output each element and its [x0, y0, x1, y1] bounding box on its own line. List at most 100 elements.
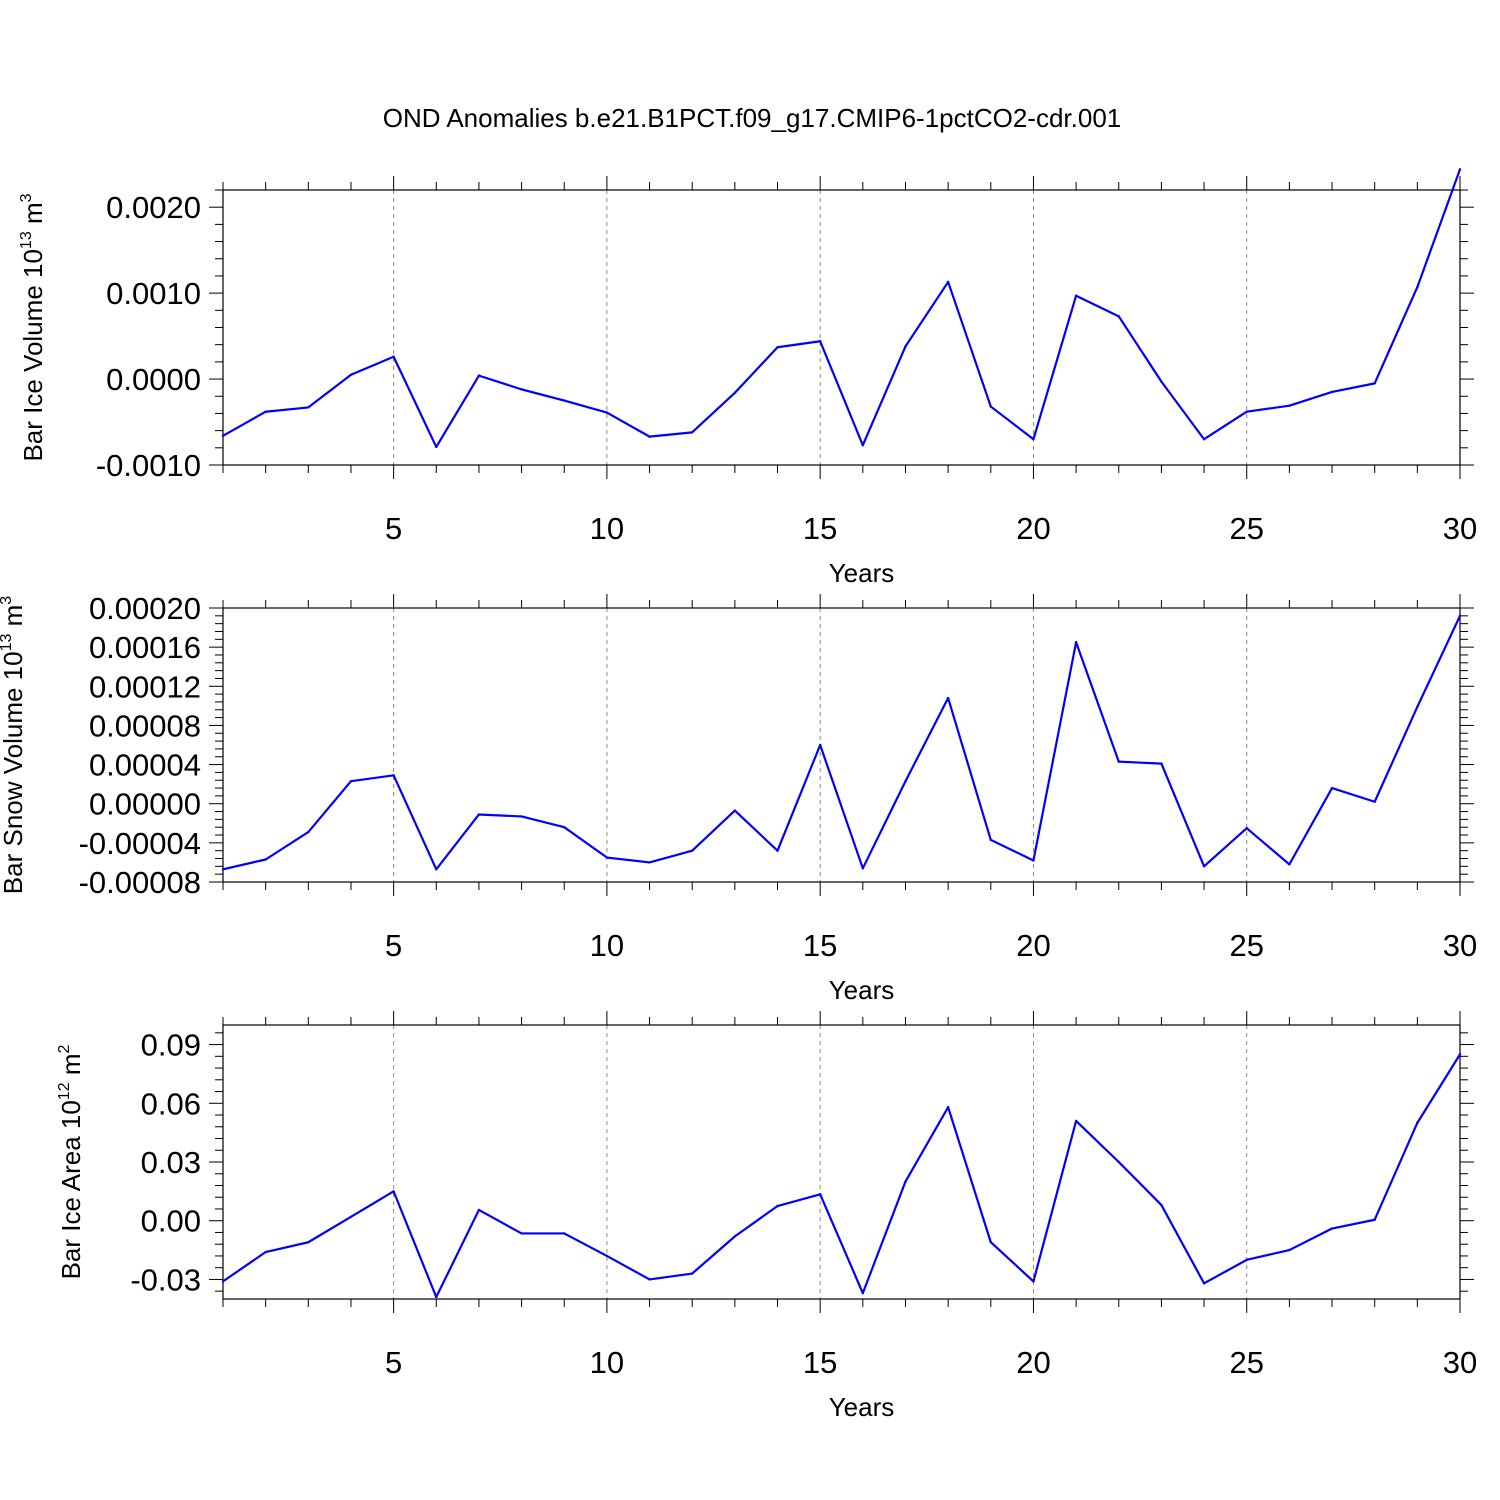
data-point	[1032, 438, 1035, 441]
y-axis-title-unit-exponent: 3	[18, 193, 35, 202]
data-point	[477, 374, 481, 377]
data-point	[221, 434, 225, 437]
data-point	[818, 743, 822, 747]
x-axis-title: Years	[829, 975, 895, 1005]
chart-title: OND Anomalies b.e21.B1PCT.f09_g17.CMIP6-…	[383, 103, 1122, 133]
data-point	[861, 444, 865, 447]
chart-panel-1: 5 10 15 20 25 30 -0.0010 0.0000 0.0010 0.0020 Year…	[18, 168, 1477, 588]
y-tick-label: -0.03	[130, 1262, 201, 1297]
data-point	[1458, 168, 1462, 171]
y-axis-title-main: Bar Ice Volume 10	[18, 249, 48, 461]
data-point	[264, 410, 267, 413]
y-axis-title-exponent: 13	[0, 633, 15, 651]
series-line	[222, 169, 1462, 449]
x-tick-label: 15	[803, 928, 837, 963]
data-point	[989, 838, 992, 842]
plot-frame	[222, 607, 1461, 883]
data-point	[989, 405, 992, 408]
data-point	[733, 391, 737, 395]
x-tick-label: 15	[803, 1345, 837, 1380]
data-point	[1458, 614, 1462, 618]
data-point	[776, 849, 779, 852]
y-tick-label: 0.09	[141, 1028, 201, 1063]
y-axis-title: Bar Ice Volume 1013 m3	[18, 193, 48, 461]
y-axis-title-unit: m	[56, 1053, 86, 1082]
data-point	[1373, 382, 1376, 385]
data-point	[691, 431, 694, 434]
data-point	[904, 780, 907, 783]
y-axis-title-main: Bar Snow Volume 10	[0, 651, 28, 894]
data-point	[477, 1208, 481, 1212]
data-point	[435, 868, 438, 871]
x-axis-title: Years	[829, 1392, 895, 1422]
y-axis-title-unit: m	[0, 605, 28, 634]
x-tick-label: 10	[590, 511, 624, 546]
data-point	[307, 406, 310, 409]
x-tick-label: 25	[1229, 511, 1263, 546]
data-point	[1245, 826, 1248, 830]
y-tick-label: -0.0010	[96, 448, 201, 483]
chart-panels: 5 10 15 20 25 30-0.00100.00000.00100.0020Year…	[0, 168, 1477, 1422]
data-point	[605, 1254, 609, 1258]
x-tick-label: 20	[1016, 928, 1050, 963]
data-point	[733, 809, 737, 812]
data-point	[648, 861, 651, 864]
data-point	[1032, 1280, 1035, 1283]
y-tick-label: -0.00008	[79, 865, 201, 900]
y-axis-title-exponent: 13	[18, 231, 35, 249]
y-tick-label: 0.00012	[89, 669, 201, 704]
x-tick-label: 5	[385, 511, 402, 546]
x-tick-label: 10	[590, 1345, 624, 1380]
x-tick-label: 30	[1443, 928, 1477, 963]
chart-panel-3: 5 10 15 20 25 30 -0.03 0.00 0.03 0.06 0.09 Years Bar…	[56, 1011, 1477, 1422]
series-line	[222, 615, 1461, 871]
data-point	[904, 345, 907, 348]
data-point	[1074, 1119, 1078, 1123]
data-point	[691, 849, 694, 852]
data-point	[435, 1295, 438, 1299]
y-tick-label: 0.00020	[89, 591, 201, 626]
data-point	[264, 1250, 267, 1254]
y-axis-title-unit-exponent: 3	[0, 596, 15, 605]
data-point	[349, 373, 353, 376]
data-point	[989, 1241, 992, 1244]
data-point	[776, 1204, 779, 1208]
data-point	[349, 1215, 353, 1219]
data-point	[1416, 1121, 1419, 1125]
data-point	[1160, 380, 1163, 383]
data-point	[1202, 1282, 1206, 1285]
x-tick-label: 20	[1016, 511, 1050, 546]
data-point	[264, 858, 267, 861]
data-point	[691, 1272, 694, 1275]
data-point	[1373, 800, 1376, 803]
data-point	[349, 780, 353, 783]
data-point	[520, 1232, 523, 1235]
y-tick-label: -0.00004	[79, 826, 201, 861]
data-point	[520, 388, 523, 391]
x-tick-label: 5	[385, 928, 402, 963]
x-tick-label: 25	[1229, 928, 1263, 963]
data-point	[1416, 285, 1419, 289]
x-axis-title: Years	[829, 558, 895, 588]
data-point	[648, 1278, 651, 1281]
x-tick-label: 5	[385, 1345, 402, 1380]
data-point	[221, 1280, 225, 1283]
data-point	[946, 696, 950, 700]
data-point	[392, 1190, 395, 1193]
data-point	[1288, 863, 1291, 866]
data-point	[818, 340, 822, 343]
chart-panel-2: 5 10 15 20 25 30 -0.00008 -0.00004 0.00000 0.0000…	[0, 591, 1477, 1005]
y-tick-label: 0.00000	[89, 787, 201, 822]
x-tick-label: 15	[803, 511, 837, 546]
data-point	[563, 1232, 566, 1235]
x-tick-label: 30	[1443, 1345, 1477, 1380]
y-axis-title-exponent: 12	[56, 1082, 73, 1100]
y-tick-label: 0.03	[141, 1145, 201, 1180]
y-axis-title: Bar Snow Volume 1013 m3	[0, 596, 28, 895]
data-point	[1330, 390, 1334, 394]
data-point	[563, 826, 566, 829]
y-tick-label: 0.00	[141, 1204, 201, 1239]
data-point	[1373, 1218, 1376, 1221]
y-tick-label: 0.00008	[89, 708, 201, 743]
data-point	[435, 445, 438, 449]
